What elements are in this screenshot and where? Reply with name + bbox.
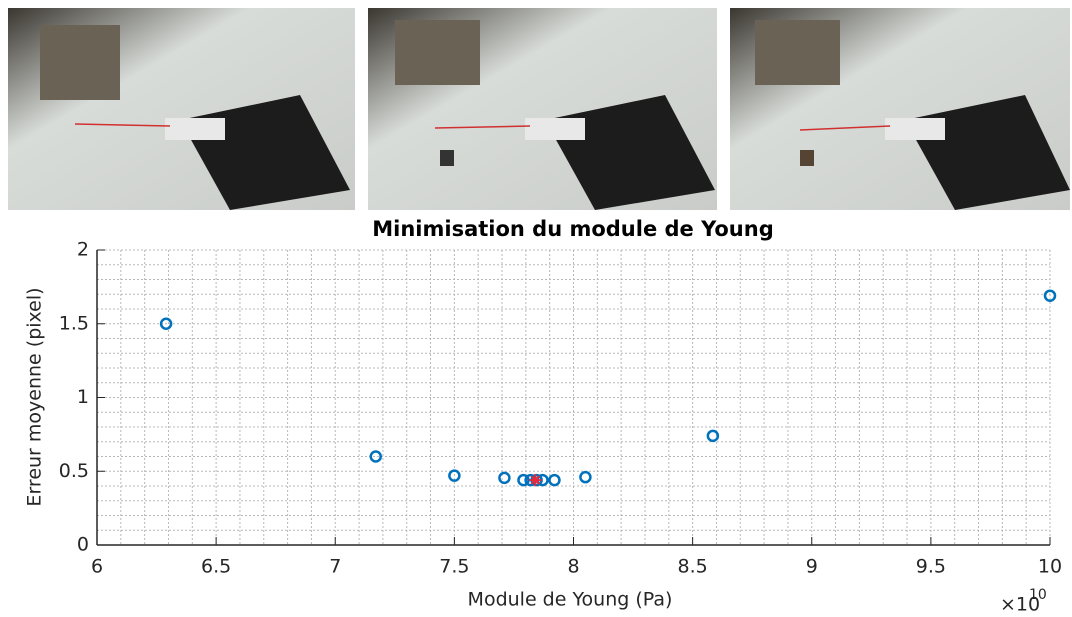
point	[517, 473, 530, 487]
point	[579, 470, 592, 484]
x-tick-label: 8.5	[678, 556, 708, 578]
x-tick-label: 9	[806, 556, 818, 578]
photo	[8, 8, 355, 210]
x-tick-label: 7	[329, 556, 341, 578]
point	[548, 473, 561, 487]
x-tick-label: 10	[1038, 556, 1062, 578]
point	[369, 450, 383, 463]
x-tick-label: 9.5	[916, 556, 946, 578]
x-tick-label: 8	[567, 556, 579, 578]
y-tick-label: 0.5	[59, 460, 89, 482]
point	[529, 474, 542, 487]
y-tick-label: 0	[77, 534, 89, 556]
photo	[368, 8, 717, 210]
point	[706, 429, 720, 443]
x-axis-label: Module de Young (Pa)	[468, 589, 673, 611]
x-multiplier: ×10	[1000, 594, 1040, 616]
photo	[730, 8, 1070, 210]
x-multiplier-exponent: 10	[1029, 587, 1047, 603]
point	[1043, 289, 1057, 302]
y-tick-label: 2	[77, 239, 89, 261]
y-tick-label: 1	[77, 386, 89, 408]
chart-title: Minimisation du module de Young	[372, 217, 773, 241]
y-tick-label: 1.5	[59, 312, 89, 334]
point	[159, 317, 173, 330]
x-tick-label: 6	[91, 556, 103, 578]
point	[498, 471, 511, 485]
y-axis-label: Erreur moyenne (pixel)	[24, 287, 46, 506]
x-tick-label: 6.5	[201, 556, 231, 578]
point	[448, 469, 461, 482]
x-tick-label: 7.5	[439, 556, 469, 578]
photos	[8, 8, 1070, 210]
